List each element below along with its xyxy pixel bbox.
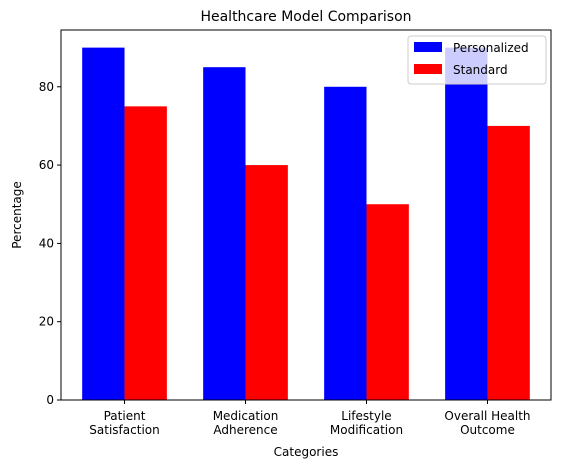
y-tick-label: 80 [39, 80, 54, 94]
x-tick-label: Outcome [460, 423, 515, 437]
bar-personalized-2 [324, 86, 367, 400]
bars-group [82, 47, 530, 400]
y-tick-label: 0 [46, 393, 54, 407]
y-axis-label: Percentage [10, 181, 24, 249]
legend-frame [407, 35, 547, 85]
bar-standard-1 [245, 165, 288, 400]
y-tick-label: 40 [39, 236, 54, 250]
legend-swatch-standard [414, 64, 442, 74]
bar-standard-0 [124, 106, 167, 400]
bar-personalized-3 [445, 47, 488, 400]
x-axis-label: Categories [274, 445, 339, 459]
y-tick-label: 60 [39, 158, 54, 172]
legend-items: Personalized Standard [414, 41, 529, 77]
bar-personalized-0 [82, 47, 125, 400]
x-tick-label: Overall Health [444, 409, 530, 423]
x-tick-label: Satisfaction [89, 423, 159, 437]
legend-label-personalized: Personalized [453, 41, 529, 55]
legend-label-standard: Standard [453, 63, 508, 77]
x-tick-label: Modification [330, 423, 403, 437]
legend-swatch-personalized [414, 42, 442, 52]
y-axis-ticks: 0 20 40 60 80 [39, 80, 61, 407]
x-tick-label: Lifestyle [341, 409, 391, 423]
bar-standard-3 [487, 125, 530, 400]
bar-personalized-1 [203, 67, 246, 400]
x-tick-label: Adherence [213, 423, 277, 437]
y-tick-label: 20 [39, 315, 54, 329]
bar-standard-2 [366, 204, 409, 400]
x-tick-label: Medication [213, 409, 279, 423]
plot-frame [60, 29, 552, 401]
legend: Personalized Standard [407, 35, 547, 85]
x-tick-label: Patient [104, 409, 146, 423]
chart-title: Healthcare Model Comparison [200, 9, 411, 25]
